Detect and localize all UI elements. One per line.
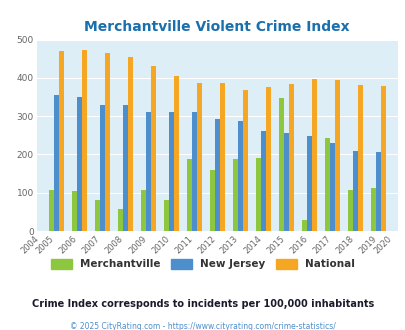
Bar	[71, 191, 77, 231]
Bar	[283, 133, 288, 231]
Bar	[48, 190, 53, 231]
Bar	[301, 219, 306, 231]
Bar	[278, 98, 283, 231]
Bar	[94, 200, 99, 231]
Bar	[127, 57, 132, 231]
Bar	[53, 95, 58, 231]
Bar	[232, 159, 237, 231]
Bar	[329, 143, 334, 231]
Bar	[77, 97, 81, 231]
Bar	[214, 119, 219, 231]
Bar	[209, 170, 214, 231]
Bar	[196, 83, 201, 231]
Bar	[150, 66, 156, 231]
Bar	[255, 158, 260, 231]
Bar	[104, 52, 109, 231]
Bar	[186, 159, 191, 231]
Bar	[334, 80, 339, 231]
Bar	[191, 112, 196, 231]
Bar	[347, 190, 352, 231]
Bar	[219, 83, 224, 231]
Bar	[357, 85, 362, 231]
Text: © 2025 CityRating.com - https://www.cityrating.com/crime-statistics/: © 2025 CityRating.com - https://www.city…	[70, 322, 335, 330]
Bar	[370, 188, 375, 231]
Bar	[311, 79, 316, 231]
Bar	[81, 50, 87, 231]
Bar	[352, 150, 357, 231]
Bar	[145, 112, 150, 231]
Bar	[173, 76, 178, 231]
Bar	[260, 131, 265, 231]
Bar	[168, 112, 173, 231]
Bar	[375, 152, 380, 231]
Bar	[288, 84, 293, 231]
Bar	[99, 105, 104, 231]
Bar	[265, 87, 270, 231]
Text: Crime Index corresponds to incidents per 100,000 inhabitants: Crime Index corresponds to incidents per…	[32, 299, 373, 309]
Bar	[237, 121, 242, 231]
Bar	[380, 86, 385, 231]
Bar	[306, 136, 311, 231]
Title: Merchantville Violent Crime Index: Merchantville Violent Crime Index	[84, 20, 349, 34]
Bar	[324, 138, 329, 231]
Bar	[163, 200, 168, 231]
Bar	[140, 190, 145, 231]
Bar	[122, 105, 127, 231]
Legend: Merchantville, New Jersey, National: Merchantville, New Jersey, National	[47, 254, 358, 274]
Bar	[58, 51, 64, 231]
Bar	[117, 209, 122, 231]
Bar	[242, 90, 247, 231]
